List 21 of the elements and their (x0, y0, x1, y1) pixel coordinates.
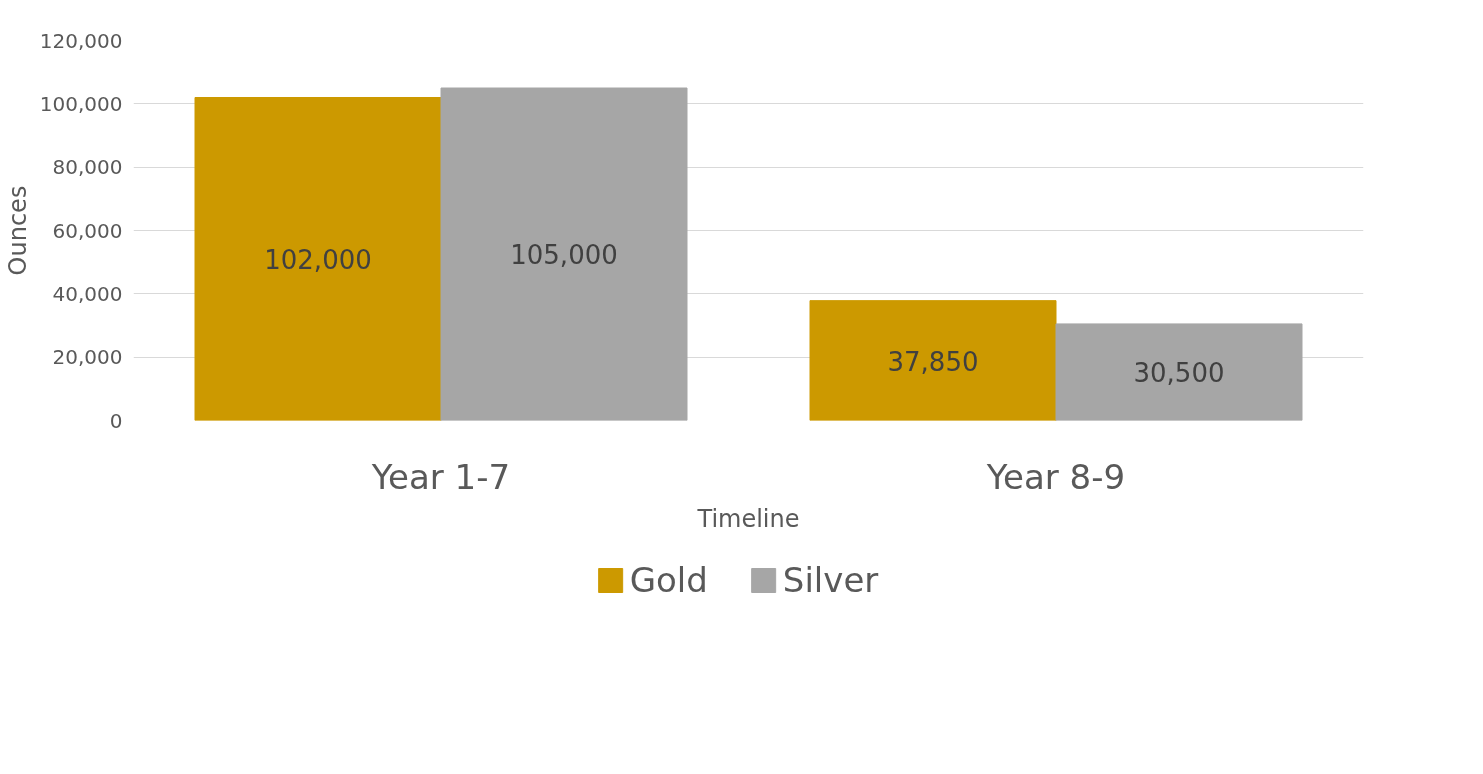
y-tick-label: 20,000 (52, 345, 123, 370)
bar (440, 87, 688, 421)
legend-label: Gold (629, 560, 708, 600)
data-label: 37,850 (887, 346, 979, 377)
x-tick-label: Year 1-7 (370, 456, 511, 497)
bar (809, 300, 1057, 421)
legend-label: Silver (782, 560, 879, 600)
x-axis-title: Timeline (696, 504, 800, 533)
bar (1055, 323, 1303, 421)
data-label: 30,500 (1133, 358, 1225, 389)
y-tick-label: 100,000 (39, 91, 123, 116)
bar (194, 97, 442, 421)
y-axis-title: Ounces (3, 185, 32, 276)
data-label: 102,000 (264, 245, 372, 275)
y-tick-label: 80,000 (52, 155, 123, 180)
y-tick-label: 120,000 (39, 28, 123, 53)
data-label: 105,000 (510, 240, 618, 271)
y-tick-label: 40,000 (52, 281, 123, 306)
y-tick-label: 0 (109, 408, 123, 433)
y-tick-label: 60,000 (52, 218, 123, 243)
x-tick-label: Year 8-9 (985, 456, 1126, 497)
